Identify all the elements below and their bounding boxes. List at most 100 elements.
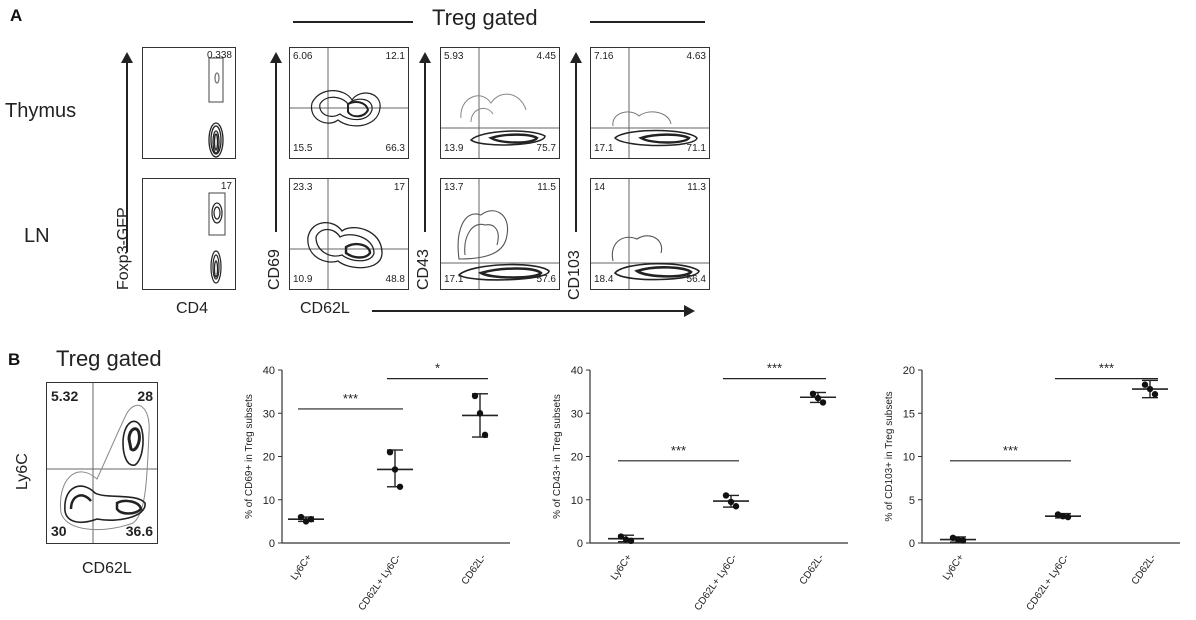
significance-label: *** <box>671 443 686 458</box>
y-tick-label: 20 <box>571 452 583 464</box>
cd62l-label: CD62L <box>300 300 350 317</box>
q-cd103-thymus-ll: 17.1 <box>594 143 614 154</box>
chart-cd43: 0 10 20 30 40 % of CD43+ in Treg subsets Ly6C+… <box>552 361 848 610</box>
y-tick-label: 10 <box>903 452 915 464</box>
flow-cd103-ln: 14 11.3 18.4 56.4 <box>590 178 710 290</box>
q-cd69-ln-ll: 10.9 <box>293 274 313 285</box>
cd43-arrow-icon <box>419 52 431 63</box>
data-point <box>1059 512 1067 520</box>
data-point <box>476 410 484 417</box>
cd4-gate-thymus: 0.338 <box>206 50 232 61</box>
panel-b-cd62l-label: CD62L <box>82 560 132 577</box>
flow-cd43-thymus: 5.93 4.45 13.9 75.7 <box>440 47 560 159</box>
row-label-thymus: Thymus <box>5 100 77 122</box>
data-point <box>1146 385 1154 393</box>
q-ly6c-lr: 36.6 <box>125 523 153 539</box>
data-point <box>819 399 827 406</box>
q-cd103-ln-ul: 14 <box>594 182 606 193</box>
category-label: CD62L- <box>798 552 827 587</box>
foxp3-axis-line <box>126 62 128 252</box>
data-point <box>307 516 315 523</box>
q-cd103-ln-lr: 56.4 <box>686 274 706 285</box>
panel-b-header: Treg gated <box>56 346 162 371</box>
data-point <box>396 483 404 490</box>
significance-label: *** <box>1003 443 1018 458</box>
category-label: CD62L+ Ly6C- <box>693 552 740 610</box>
data-point <box>814 394 822 402</box>
significance-label: *** <box>343 391 358 406</box>
y-axis-label: % of CD43+ in Treg subsets <box>552 394 563 519</box>
data-point <box>809 390 817 397</box>
y-axis-label: % of CD103+ in Treg subsets <box>884 391 895 521</box>
q-cd43-ln-ll: 17.1 <box>444 274 464 285</box>
q-cd43-thymus-ul: 5.93 <box>444 51 464 62</box>
data-point <box>471 392 479 400</box>
cd4-plot-ln: 17 <box>142 178 236 290</box>
data-point <box>1151 391 1159 398</box>
cd69-arrow-icon <box>270 52 282 63</box>
cd43-label: CD43 <box>415 249 432 290</box>
q-cd69-ln-ur: 17 <box>393 182 405 193</box>
q-ly6c-ul: 5.32 <box>51 388 79 404</box>
cd103-axis-line <box>575 62 577 232</box>
category-label: CD62L- <box>460 552 489 587</box>
cd103-label: CD103 <box>566 250 583 300</box>
significance-label: *** <box>1099 361 1114 376</box>
q-ly6c-ll: 30 <box>51 523 67 539</box>
category-label: CD62L+ Ly6C- <box>1025 552 1072 610</box>
y-tick-label: 40 <box>571 365 583 377</box>
data-point <box>627 537 635 545</box>
category-label: Ly6C+ <box>941 552 967 582</box>
chart-cd69: 0 10 20 30 40 % of CD69+ in Treg subsets Ly6C+… <box>244 361 510 610</box>
flow-cd43-ln: 13.7 11.5 17.1 57.6 <box>440 178 560 290</box>
q-cd43-ln-ur: 11.5 <box>537 182 556 193</box>
cd4-plot-thymus: 0.338 <box>142 47 236 159</box>
ly6c-label: Ly6C <box>14 453 31 490</box>
cd103-arrow-icon <box>570 52 582 63</box>
y-tick-label: 0 <box>269 538 275 550</box>
y-tick-label: 10 <box>571 495 583 507</box>
y-tick-label: 20 <box>903 365 915 377</box>
foxp3-arrow-icon <box>121 52 133 63</box>
q-cd69-thymus-ur: 12.1 <box>385 51 405 62</box>
q-cd43-ln-ul: 13.7 <box>444 182 464 193</box>
category-label: Ly6C+ <box>289 552 315 582</box>
cd4-gate-ln: 17 <box>220 181 232 192</box>
y-tick-label: 10 <box>263 495 275 507</box>
q-cd103-ln-ll: 18.4 <box>594 274 614 285</box>
y-tick-label: 20 <box>263 452 275 464</box>
cd62l-arrow-icon <box>684 305 695 317</box>
q-cd69-thymus-lr: 66.3 <box>385 143 405 154</box>
data-point <box>617 533 625 540</box>
header-line-right <box>590 21 705 23</box>
q-cd43-thymus-lr: 75.7 <box>536 143 556 154</box>
data-point <box>386 448 394 456</box>
q-cd103-thymus-ul: 7.16 <box>594 51 614 62</box>
flow-ly6c-cd62l: 5.32 28 30 36.6 <box>46 382 158 544</box>
category-label: CD62L- <box>1130 552 1159 587</box>
category-label: CD62L+ Ly6C- <box>357 552 404 610</box>
chart-cd103: 0 5 10 15 20 % of CD103+ in Treg subsets Ly6C+… <box>884 361 1180 610</box>
row-label-ln: LN <box>24 225 50 247</box>
y-tick-label: 5 <box>909 495 915 507</box>
y-tick-label: 0 <box>909 538 915 550</box>
cd62l-axis-line <box>372 310 684 312</box>
y-tick-label: 40 <box>263 365 275 377</box>
data-point <box>949 534 957 542</box>
q-cd43-thymus-ll: 13.9 <box>444 143 464 154</box>
significance-label: *** <box>767 361 782 376</box>
flow-cd69-ln: 23.3 17 10.9 48.8 <box>289 178 409 290</box>
data-point <box>1054 511 1062 518</box>
q-cd69-ln-ul: 23.3 <box>293 182 313 193</box>
cd4-label: CD4 <box>176 300 209 317</box>
q-cd43-ln-lr: 57.6 <box>536 274 556 285</box>
q-ly6c-ur: 28 <box>137 388 153 404</box>
y-tick-label: 0 <box>577 538 583 550</box>
panel-a-letter: A <box>10 6 23 25</box>
q-cd69-thymus-ul: 6.06 <box>293 51 313 62</box>
y-tick-label: 30 <box>571 408 583 420</box>
foxp3-label: Foxp3-GFP <box>115 207 132 290</box>
cd43-axis-line <box>424 62 426 232</box>
data-point <box>297 513 305 521</box>
data-point <box>727 498 735 506</box>
